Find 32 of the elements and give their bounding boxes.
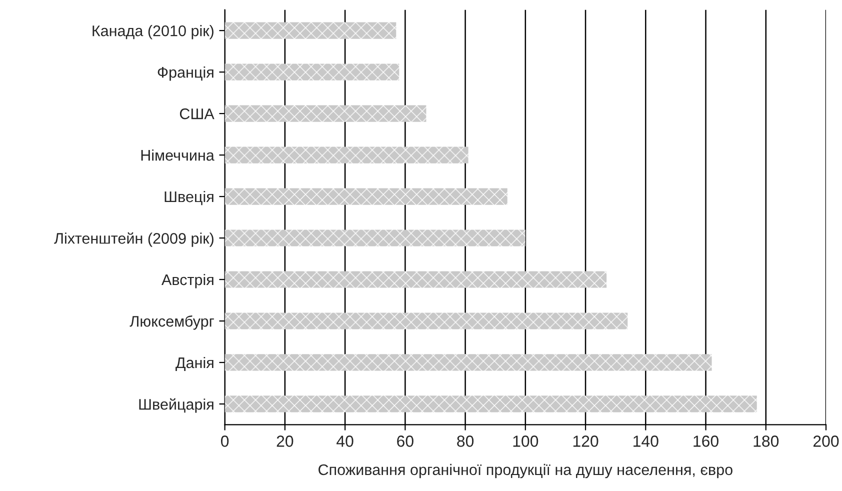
bar: [224, 188, 508, 205]
x-axis-title: Споживання органічної продукції на душу населення, євро: [318, 464, 732, 478]
y-tick-label: Люксембург: [130, 315, 214, 330]
y-tick-label: Канада (2010 рік): [92, 25, 214, 40]
bar: [224, 22, 396, 39]
bar: [224, 105, 426, 122]
x-tick-label: 120: [573, 436, 598, 447]
x-tick-label: 40: [336, 436, 354, 447]
y-tick-label: Швейцарія: [139, 398, 214, 413]
x-tick-label: 180: [754, 436, 779, 447]
bar: [224, 354, 712, 371]
x-tick-label: 80: [457, 436, 474, 447]
bar: [224, 230, 526, 246]
y-tick-label: Німеччина: [141, 149, 214, 161]
x-tick-label: 60: [397, 436, 414, 447]
y-tick-label: Ліхтенштейн (2009 рік): [54, 232, 214, 247]
x-tick-label: 140: [634, 436, 658, 447]
bar: [224, 146, 468, 164]
y-tick-label: США: [180, 108, 214, 120]
bar: [224, 396, 757, 412]
x-tick-label: 0: [220, 436, 229, 447]
y-tick-label: Швеція: [164, 190, 214, 206]
x-tick-label: 200: [813, 436, 839, 447]
x-tick-label: 160: [694, 436, 718, 447]
bar: [224, 64, 400, 80]
x-tick-label: 20: [276, 436, 294, 447]
y-tick-label: Австрія: [161, 274, 214, 288]
x-tick-label: 100: [513, 436, 538, 447]
y-tick-label: Франція: [158, 66, 214, 81]
y-tick-label: Данія: [176, 356, 214, 372]
bar: [224, 271, 607, 288]
bar: [224, 312, 628, 330]
